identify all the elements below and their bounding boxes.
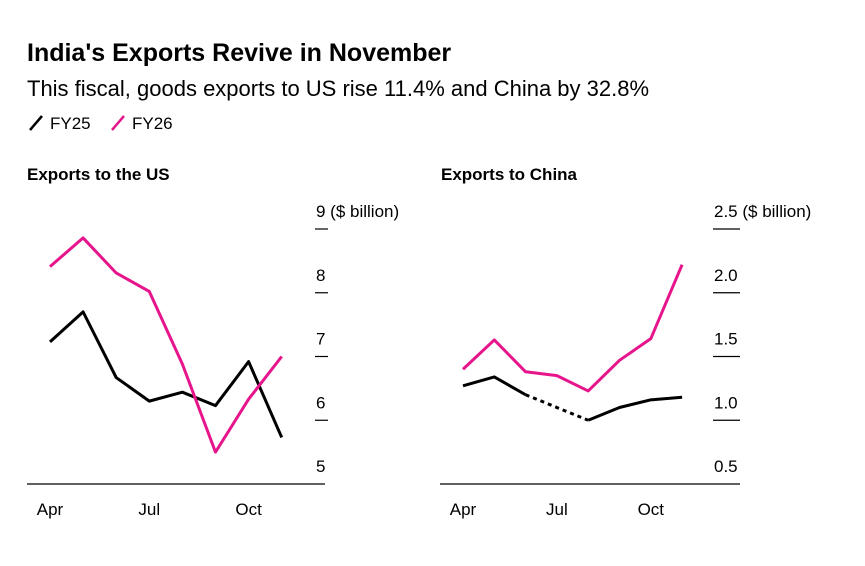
y-tick-label: 2.5 ($ billion) <box>714 202 811 221</box>
panel-title: Exports to the US <box>27 165 170 184</box>
data-line <box>48 310 284 439</box>
gap-connector <box>525 393 589 422</box>
chart-title: India's Exports Revive in November <box>27 39 451 67</box>
x-tick-label: Jul <box>546 500 568 519</box>
y-tick-label: 1.0 <box>714 393 738 412</box>
x-tick-label: Oct <box>638 500 665 519</box>
y-tick-label: 6 <box>316 393 325 412</box>
x-tick-label: Apr <box>37 500 64 519</box>
x-tick-label: Oct <box>235 500 262 519</box>
data-line <box>461 264 684 393</box>
legend-swatch <box>29 115 43 131</box>
y-tick-label: 8 <box>316 266 325 285</box>
y-tick-label: 7 <box>316 330 325 349</box>
x-tick-label: Jul <box>138 500 160 519</box>
legend-label: FY26 <box>132 114 173 133</box>
y-tick-label: 5 <box>316 457 325 476</box>
chart-subtitle: This fiscal, goods exports to US rise 11… <box>27 76 649 101</box>
data-line <box>49 236 283 454</box>
x-tick-label: Apr <box>450 500 477 519</box>
data-line <box>462 375 683 422</box>
panel-title: Exports to China <box>441 165 578 184</box>
y-tick-label: 1.5 <box>714 330 738 349</box>
y-tick-label: 0.5 <box>714 457 738 476</box>
legend-swatch <box>111 115 125 131</box>
y-tick-label: 9 ($ billion) <box>316 202 399 221</box>
y-tick-label: 2.0 <box>714 266 738 285</box>
legend-label: FY25 <box>50 114 91 133</box>
